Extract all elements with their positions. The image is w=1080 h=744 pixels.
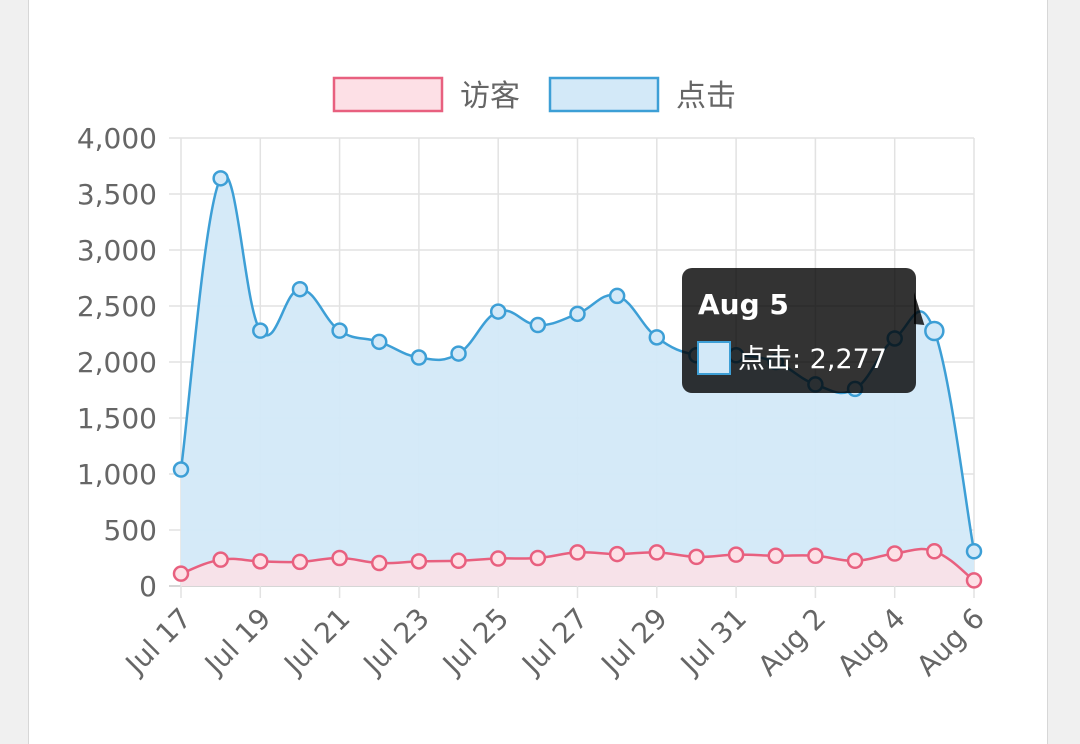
legend-label: 点击 [676,79,736,114]
y-tick-label: 3,500 [77,178,157,211]
x-tick-label: Jul 17 [118,602,198,682]
x-tick-label: Jul 27 [514,602,594,682]
data-point[interactable] [212,551,229,568]
y-tick-label: 2,500 [77,290,157,323]
y-tick-label: 2,000 [77,346,157,379]
legend-swatch [548,76,660,113]
tooltip-swatch [697,341,731,375]
tooltip-caret [914,292,925,325]
data-point[interactable] [252,322,269,339]
x-axis: Jul 17 Jul 19 Jul 21 Jul 23 Jul 25 Jul 27 Jul … [118,602,991,683]
data-point[interactable] [410,349,428,366]
data-point[interactable] [569,544,586,561]
data-point[interactable] [608,545,626,563]
data-point[interactable] [489,303,507,320]
legend-item[interactable]: 点击 [548,76,736,114]
data-point[interactable] [252,553,269,570]
data-point[interactable] [371,333,388,351]
tooltip-title: Aug 5 [698,288,789,321]
tooltip-box [682,268,916,393]
x-tick-label: Jul 19 [197,602,277,682]
y-tick-label: 3,000 [77,234,157,267]
data-point[interactable] [688,548,705,566]
legend-label: 访客 [460,79,520,114]
x-tick-label: Aug 4 [831,602,912,683]
data-point[interactable] [926,543,943,560]
y-axis: 0 500 1,000 1,500 2,000 2,500 3,000 3,500 4,000 [77,122,157,603]
legend[interactable]: 访客 点击 [332,76,736,114]
data-point[interactable] [846,552,864,570]
data-point[interactable] [212,170,229,187]
x-tick-label: Aug 2 [751,602,832,683]
x-tick-label: Jul 31 [673,602,753,682]
data-point[interactable] [727,546,745,563]
data-point[interactable] [965,572,983,589]
y-tick-label: 0 [139,570,157,603]
data-point[interactable] [767,547,784,565]
legend-item[interactable]: 访客 [332,76,520,114]
y-tick-label: 1,000 [77,458,157,491]
x-tick-label: Jul 23 [356,602,436,682]
data-point[interactable] [331,322,348,339]
data-point[interactable] [608,287,626,305]
data-point[interactable] [569,305,586,323]
legend-swatch [332,76,444,113]
x-tick-label: Jul 29 [594,602,674,682]
data-point[interactable] [965,543,983,560]
x-tick-label: Jul 21 [276,602,356,682]
data-point[interactable] [648,329,666,346]
y-tick-label: 4,000 [77,122,157,155]
y-tick-label: 1,500 [77,402,157,435]
x-tick-label: Jul 25 [435,602,515,682]
data-point[interactable] [172,565,190,582]
data-point[interactable] [886,545,903,562]
data-point[interactable] [331,549,348,567]
y-tick-label: 500 [104,514,157,547]
data-point[interactable] [648,544,666,561]
data-point[interactable] [529,316,547,334]
data-point[interactable] [371,554,388,572]
data-point[interactable] [529,549,547,567]
tooltip: Aug 5 点击: 2,277 [682,268,925,393]
x-tick-label: Aug 6 [910,602,991,683]
data-point[interactable] [410,553,428,570]
data-point[interactable] [291,553,309,571]
data-point[interactable] [450,345,467,362]
data-point[interactable] [172,461,190,478]
data-point[interactable] [291,280,309,298]
series-area [181,175,974,586]
data-point[interactable] [489,550,507,567]
data-point[interactable] [924,320,945,342]
data-point[interactable] [450,552,467,570]
data-point[interactable] [807,547,824,565]
series-group [172,170,983,589]
tooltip-value: 点击: 2,277 [738,344,887,375]
